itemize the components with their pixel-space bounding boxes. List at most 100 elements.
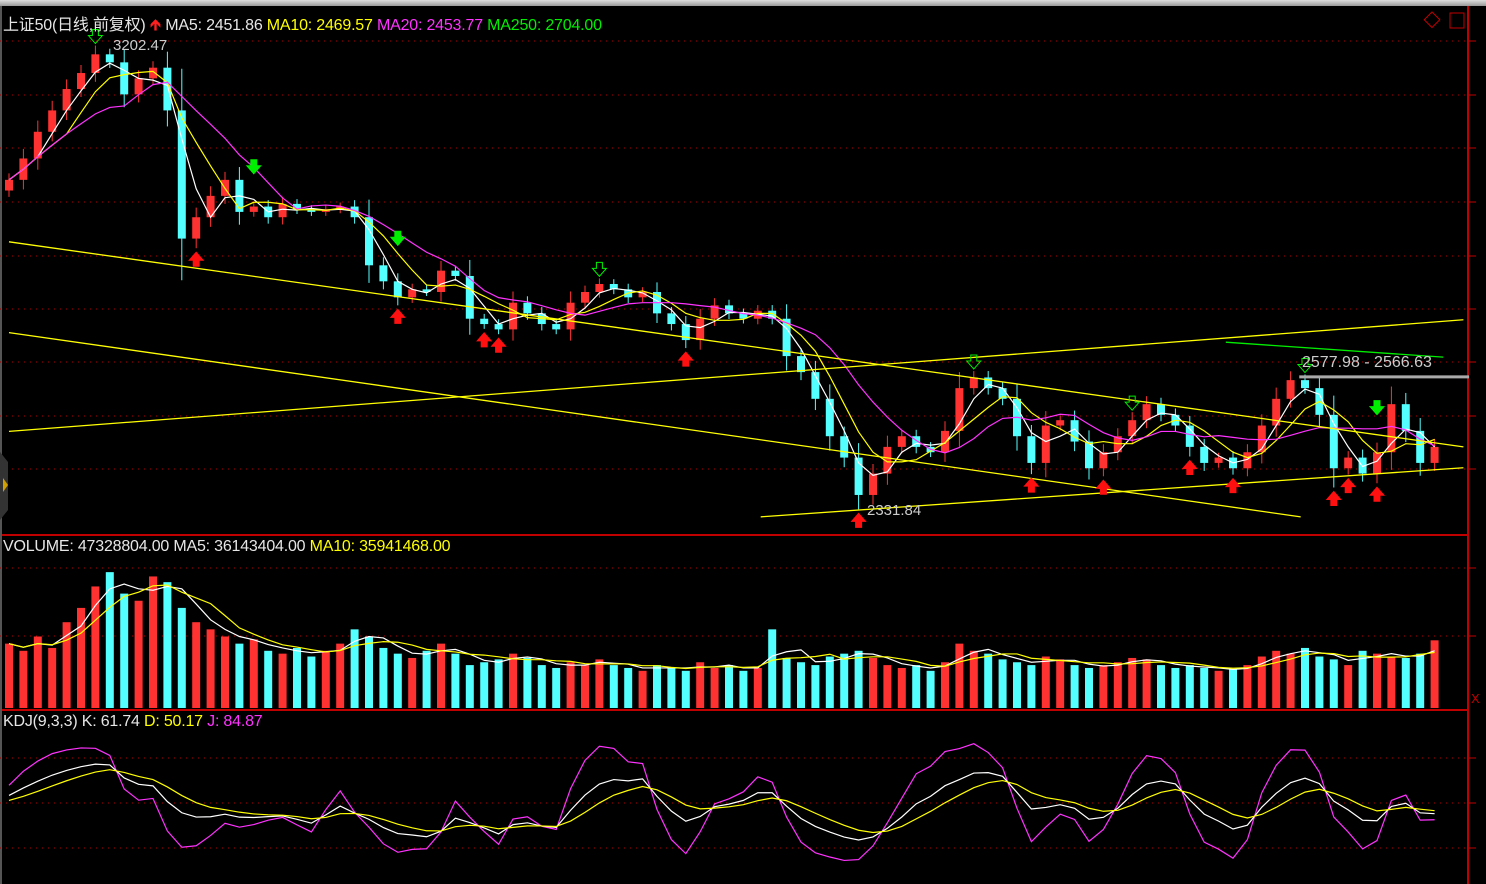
buy-arrow-icon [1340,477,1357,494]
candle-body [1416,430,1425,463]
volume-bar [725,665,733,708]
hollow-signal-icon [591,261,608,278]
volume-bar [854,650,863,708]
volume-bar [897,667,906,708]
candle-body [912,436,921,447]
volume-bar [696,662,705,708]
volume-bar [365,636,373,708]
trendline [8,241,1464,448]
volume-ma5-value: MA5: 36143404.00 [173,538,306,555]
candle-body [1085,441,1093,469]
volume-bar [1128,657,1137,708]
volume-bar [1027,665,1036,708]
volume-bar [753,667,762,708]
volume-bar [408,657,417,708]
hollow-signal-icon [1296,358,1314,374]
volume-bar [1257,656,1266,708]
candle-body [1142,404,1151,421]
volume-bar [91,586,100,708]
candle-body [33,131,42,159]
volume-bar [1214,670,1223,708]
volume-bar [955,643,964,708]
volume-bar [1286,653,1295,708]
volume-bar [566,662,575,708]
volume-bar [1185,665,1194,708]
volume-bar [1373,653,1381,708]
volume-bar [1430,640,1439,708]
volume-bar [393,653,402,708]
volume-bar [1142,659,1151,708]
candle-body [1128,420,1137,437]
candle-body [1027,436,1036,463]
candle-body [1301,380,1309,389]
candle-body [278,203,287,218]
close-pane-icon: X [1471,691,1480,706]
volume-bar [62,622,71,708]
volume-bar [149,576,157,708]
candle-body [609,283,618,290]
candle-body [163,67,172,111]
candle-body [768,310,777,319]
candle-body [523,302,532,314]
ma5-line [8,62,1436,477]
candle-body [566,302,575,330]
candle-body [134,78,143,95]
candle-body [883,446,892,474]
trendline [760,467,1464,518]
volume-bar [336,643,345,708]
candle-body [984,377,993,389]
volume-bar [1329,659,1338,708]
low-price-label: 2331.84 [867,502,922,519]
candle-body [192,217,201,239]
volume-bar [1301,647,1309,708]
volume-bar [1085,667,1093,708]
volume-ma5-line [8,583,1435,670]
candle-body [1070,420,1079,442]
kdj-header: KDJ(9,3,3) K: 61.74 D: 50.17 J: 84.87 [3,713,263,731]
k-value: K: 61.74 [81,713,140,730]
volume-bar [1070,665,1079,708]
buy-arrow-icon [1325,490,1342,506]
candle-body [408,289,417,298]
panel-toggle-icon [1449,12,1465,29]
volume-bar [177,607,186,708]
candle-body [1387,404,1396,453]
buy-arrow-icon [1181,459,1198,476]
kdj-j-line [8,743,1435,862]
volume-bar [1344,665,1353,708]
up-arrow-icon: 🡹 [149,17,162,34]
volume-bar [883,665,892,708]
volume-bar [494,659,503,708]
volume-bar [422,650,431,708]
buy-arrow-icon [188,251,205,267]
candle-body [1099,452,1108,469]
candle-body [581,292,589,303]
ma10-line [8,70,1435,463]
volume-bar [437,643,445,708]
candle-body [120,62,129,95]
candle-body [811,372,820,399]
volume-bar [869,657,877,708]
candle-body [494,324,503,330]
volume-bar [581,665,589,708]
trendline [1225,341,1444,358]
candle-body [739,313,748,319]
candle-body [1344,457,1353,469]
candle-body [422,289,431,293]
candle-body [552,324,561,330]
candle-body [782,318,791,357]
candle-body [249,206,258,212]
candle-body [1056,420,1065,426]
candle-body [206,195,215,218]
candle-body [465,275,474,319]
candle-body [307,209,316,212]
candle-body [725,305,733,314]
volume-bar [1358,650,1367,708]
volume-bar [941,662,949,708]
volume-bar [163,582,172,708]
candle-body [177,110,186,239]
volume-bar [48,647,57,708]
candle-body [1214,457,1223,463]
